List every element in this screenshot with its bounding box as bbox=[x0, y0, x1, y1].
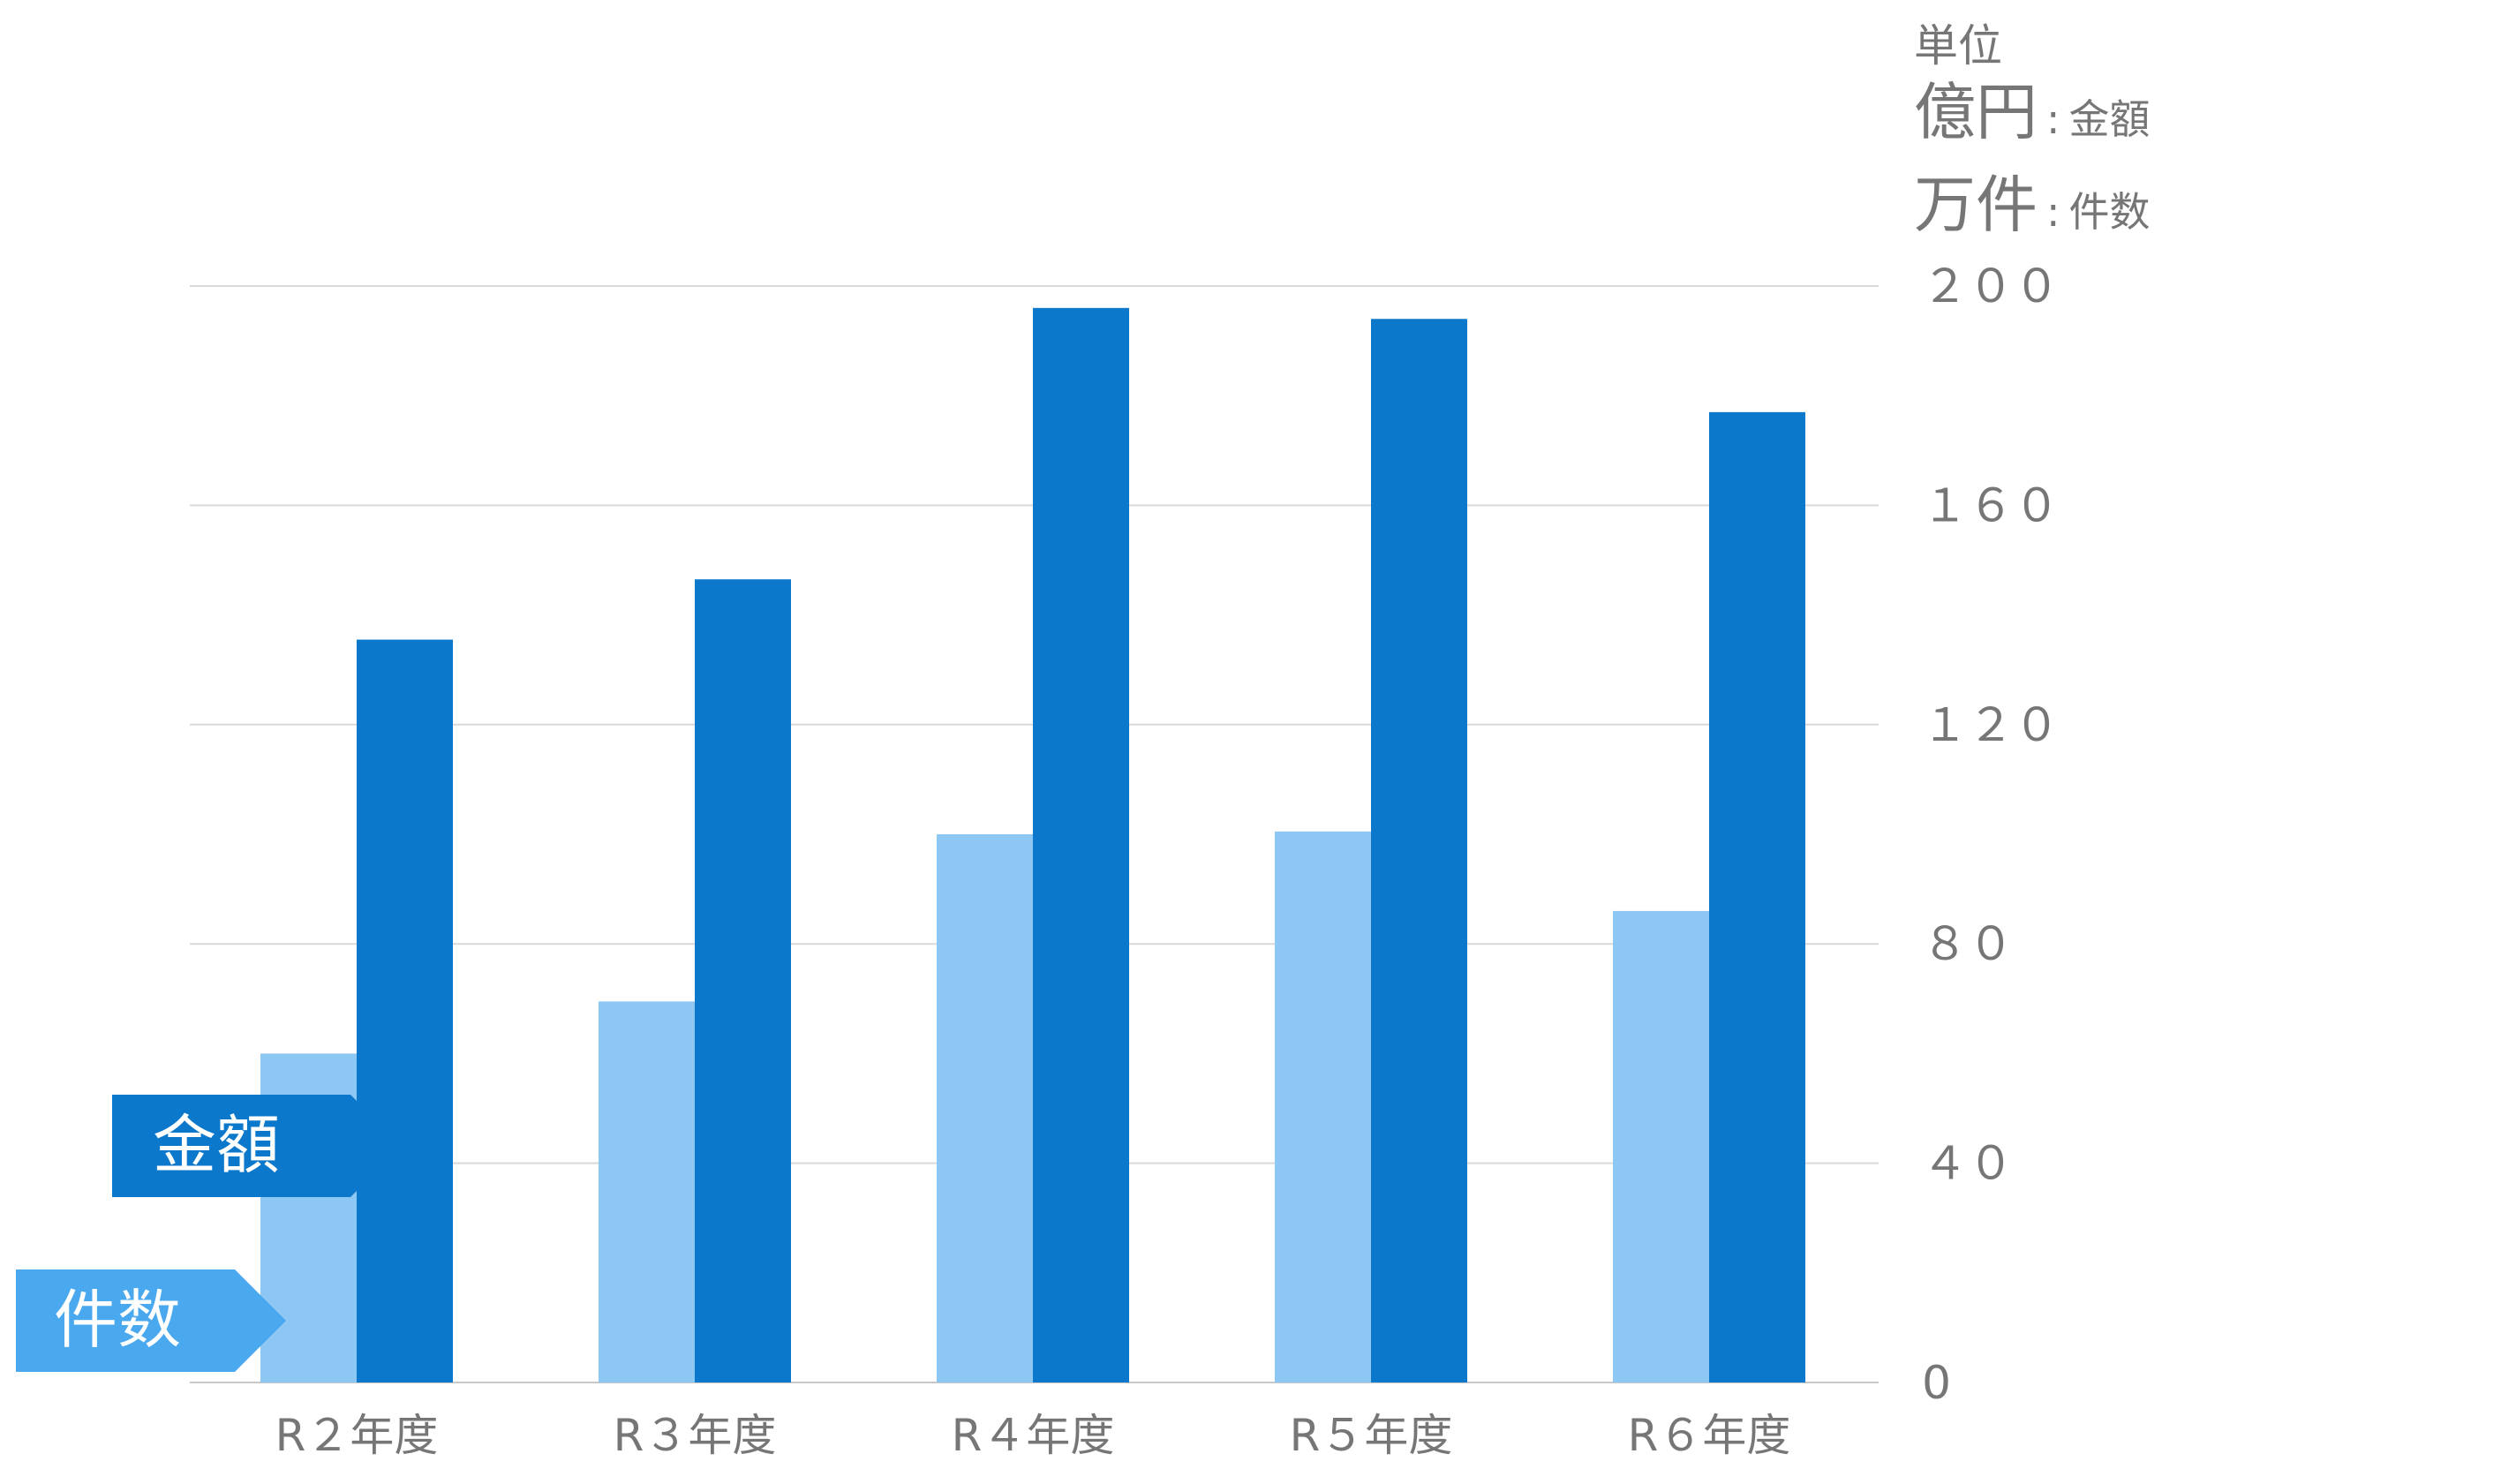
unit-amount-separator: : bbox=[2046, 95, 2060, 143]
unit-heading: 単位 bbox=[1914, 20, 2002, 72]
y-tick-label: １２０ bbox=[1922, 699, 2060, 752]
y-tick-label: 0 bbox=[1922, 1357, 1951, 1410]
unit-count-separator: : bbox=[2046, 188, 2060, 236]
legend-tag-amount-shape bbox=[112, 1095, 402, 1197]
x-tick-label: R４年度 bbox=[952, 1410, 1115, 1461]
x-tick-label: R２年度 bbox=[275, 1410, 439, 1461]
unit-count-label: 件数 bbox=[2068, 188, 2151, 236]
bar-amount bbox=[695, 579, 791, 1382]
y-tick-label: ８０ bbox=[1922, 918, 2014, 971]
bar-count bbox=[1613, 910, 1709, 1382]
x-tick-label: R３年度 bbox=[614, 1410, 777, 1461]
unit-count: 万件 bbox=[1914, 169, 2038, 241]
bar-count bbox=[937, 834, 1033, 1382]
unit-row-count: 万件: 件数 bbox=[1914, 167, 2151, 260]
unit-legend: 単位 億円: 金額 万件: 件数 bbox=[1914, 18, 2151, 260]
bar-count bbox=[1275, 831, 1371, 1382]
bar-amount bbox=[1371, 319, 1467, 1382]
unit-amount-label: 金額 bbox=[2068, 95, 2151, 143]
x-tick-label: R５年度 bbox=[1290, 1410, 1453, 1461]
legend-tag-amount-label: 金額 bbox=[153, 1108, 280, 1182]
y-tick-label: ２００ bbox=[1922, 260, 2060, 313]
legend-tag-count-shape bbox=[16, 1269, 286, 1372]
bar-amount bbox=[357, 639, 453, 1382]
bar-amount bbox=[1709, 411, 1805, 1383]
bar-count bbox=[599, 1001, 695, 1382]
y-tick-label: ４０ bbox=[1922, 1138, 2014, 1191]
unit-amount: 億円 bbox=[1914, 76, 2038, 148]
legend-tag-count-label: 件数 bbox=[54, 1283, 181, 1357]
bar-amount bbox=[1033, 307, 1129, 1383]
x-tick-label: R６年度 bbox=[1628, 1410, 1791, 1461]
y-tick-label: １６０ bbox=[1922, 479, 2060, 532]
unit-row-amount: 億円: 金額 bbox=[1914, 74, 2151, 167]
